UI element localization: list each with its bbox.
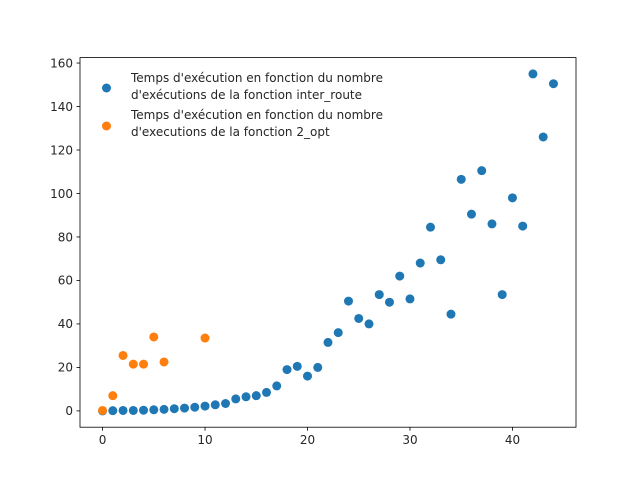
inter-route-point: [487, 219, 497, 229]
x-tick-label: 20: [300, 433, 315, 447]
y-tick-label: 40: [58, 317, 73, 331]
inter-route-point: [518, 221, 528, 231]
plot-frame: [79, 57, 577, 428]
y-tick-label: 0: [65, 404, 73, 418]
legend-label-2-opt-line2: d'executions de la fonction 2_opt: [131, 125, 330, 139]
inter-route-point: [210, 400, 220, 410]
inter-route-point: [364, 319, 374, 329]
inter-route-point: [446, 309, 456, 319]
x-tick-label: 10: [197, 433, 212, 447]
inter-route-point: [118, 405, 128, 415]
y-tick-label: 140: [50, 100, 73, 114]
x-tick-label: 30: [402, 433, 417, 447]
inter-route-point: [190, 402, 200, 412]
inter-route-point: [262, 387, 272, 397]
inter-route-point: [108, 406, 118, 416]
legend-label-inter-route-line1: Temps d'exécution en fonction du nombre: [130, 71, 383, 85]
inter-route-point: [139, 405, 149, 415]
legend-marker-2-opt: [102, 121, 111, 131]
y-tick-label: 60: [58, 274, 73, 288]
two-opt-point: [128, 359, 138, 369]
inter-route-point: [200, 401, 210, 411]
x-tick-label: 40: [505, 433, 520, 447]
inter-route-point: [221, 399, 231, 409]
inter-route-point: [282, 365, 292, 375]
inter-route-point: [374, 290, 384, 300]
inter-route-point: [405, 294, 415, 304]
y-tick-label: 20: [58, 361, 73, 375]
inter-route-point: [323, 337, 333, 347]
legend-label-2-opt-line1: Temps d'exécution en fonction du nombre: [130, 108, 383, 122]
two-opt-point: [108, 391, 118, 401]
inter-route-point: [231, 394, 241, 404]
inter-route-point: [180, 403, 190, 413]
y-tick-label: 100: [50, 187, 73, 201]
inter-route-point: [466, 209, 476, 219]
inter-route-point: [169, 404, 179, 414]
data-points: [98, 69, 558, 416]
inter-route-point: [292, 361, 302, 371]
legend-label-inter-route-line2: d'exécutions de la fonction inter_route: [131, 88, 362, 102]
inter-route-point: [384, 297, 394, 307]
inter-route-point: [456, 174, 466, 184]
inter-route-point: [395, 271, 405, 281]
inter-route-point: [149, 405, 159, 415]
y-tick-label: 120: [50, 143, 73, 157]
two-opt-point: [139, 359, 149, 369]
y-tick-label: 80: [58, 230, 73, 244]
inter-route-point: [251, 391, 261, 401]
inter-route-point: [272, 381, 282, 391]
y-tick-label: 160: [50, 56, 73, 70]
y-axis: 0 20 40 60 80 100 120 140 160: [50, 56, 80, 418]
inter-route-point: [477, 166, 487, 176]
inter-route-point: [241, 392, 251, 402]
inter-route-point: [497, 290, 507, 300]
inter-route-point: [159, 404, 169, 414]
inter-route-point: [415, 258, 425, 268]
inter-route-point: [128, 405, 138, 415]
inter-route-point: [538, 132, 548, 142]
inter-route-point: [354, 313, 364, 323]
inter-route-point: [313, 362, 323, 372]
inter-route-point: [548, 79, 558, 89]
x-axis: 0 10 20 30 40: [99, 427, 520, 447]
inter-route-point: [436, 255, 446, 265]
inter-route-point: [343, 296, 353, 306]
two-opt-point: [159, 357, 169, 367]
two-opt-point: [98, 405, 108, 415]
legend-marker-inter-route: [102, 83, 111, 93]
x-tick-label: 0: [99, 433, 107, 447]
two-opt-point: [149, 332, 159, 342]
two-opt-point: [200, 333, 210, 343]
inter-route-point: [507, 193, 517, 203]
two-opt-point: [118, 350, 128, 360]
inter-route-point: [425, 222, 435, 232]
inter-route-point: [303, 371, 313, 381]
legend: Temps d'exécution en fonction du nombre …: [102, 71, 383, 139]
inter-route-point: [528, 69, 538, 79]
inter-route-point: [333, 328, 343, 338]
